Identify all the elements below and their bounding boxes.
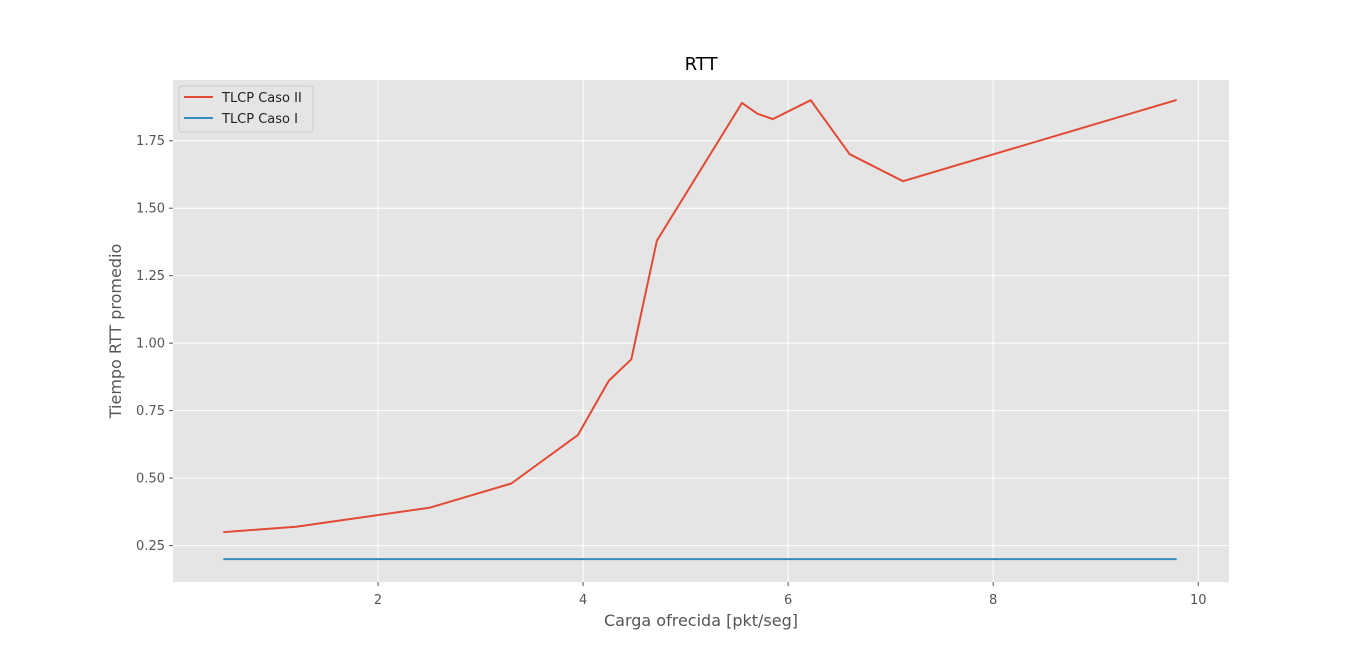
y-tick-label: 0.75 bbox=[136, 404, 165, 419]
y-tick-label: 1.75 bbox=[136, 134, 165, 149]
chart-title: RTT bbox=[685, 54, 719, 75]
series-layer bbox=[223, 98, 1177, 561]
legend-label-caso-i: TLCP Caso I bbox=[221, 112, 298, 127]
x-axis-label: Carga ofrecida [pkt/seg] bbox=[604, 611, 798, 630]
x-tick-label: 2 bbox=[374, 593, 382, 608]
y-tick-label: 0.50 bbox=[136, 472, 165, 487]
series-line-0 bbox=[223, 98, 1177, 534]
y-tick-label: 0.25 bbox=[136, 539, 165, 554]
x-tick-label: 10 bbox=[1190, 593, 1207, 608]
y-tick-label: 1.00 bbox=[136, 337, 165, 352]
y-tick-label: 1.25 bbox=[136, 269, 165, 284]
x-axis-ticks: 2 4 6 8 10 bbox=[374, 582, 1207, 608]
grid-lines bbox=[173, 80, 1229, 582]
y-axis-label: Tiempo RTT promedio bbox=[106, 244, 125, 419]
x-tick-label: 8 bbox=[989, 593, 997, 608]
legend-label-caso-ii: TLCP Caso II bbox=[221, 91, 302, 106]
x-tick-label: 4 bbox=[579, 593, 587, 608]
y-axis-ticks: 0.25 0.50 0.75 1.00 1.25 1.50 1.75 bbox=[136, 134, 173, 554]
legend: TLCP Caso II TLCP Caso I bbox=[178, 85, 314, 133]
x-tick-label: 6 bbox=[784, 593, 792, 608]
plot-background bbox=[173, 80, 1229, 582]
y-tick-label: 1.50 bbox=[136, 202, 165, 217]
